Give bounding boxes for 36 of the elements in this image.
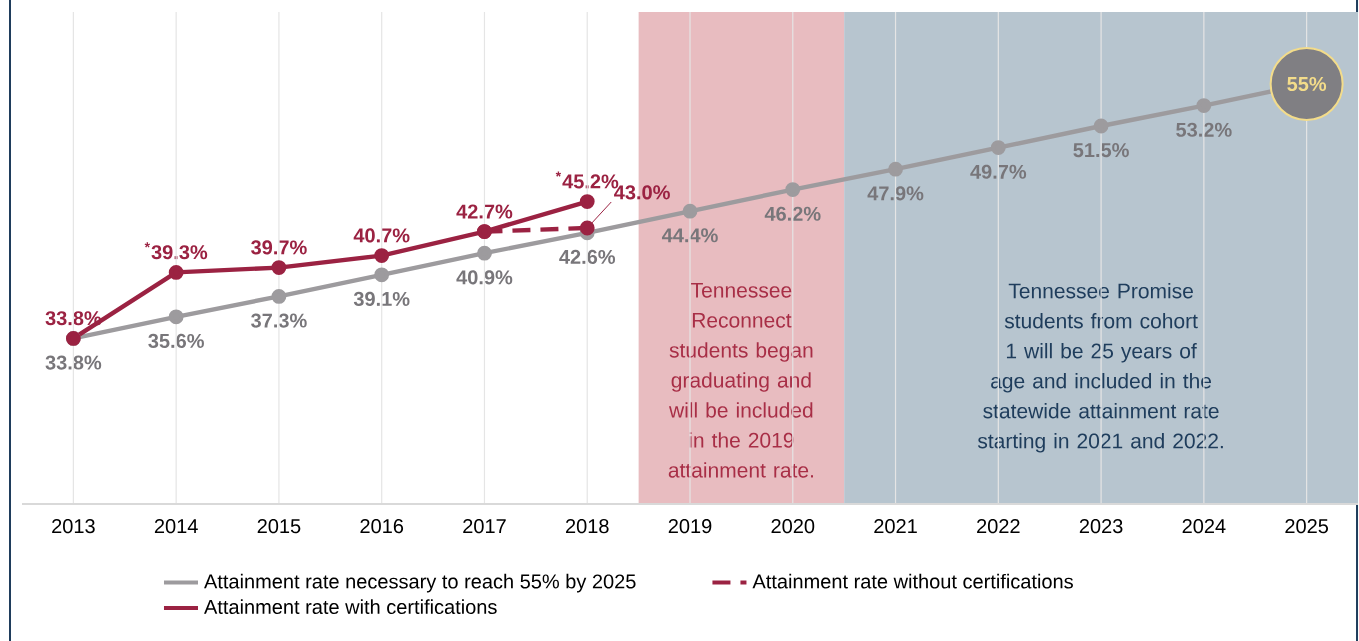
band-label: Tennessee Reconnect students began graduating and will be included in the 2019 attainment rate.	[668, 283, 813, 478]
x-tick-label: 2019	[668, 519, 712, 534]
x-tick-label: 2020	[771, 519, 815, 534]
data-label: 44.4%	[661, 228, 718, 243]
x-tick-label: 2013	[52, 519, 95, 534]
x-tick-label: 2018	[565, 519, 609, 534]
data-label: $^{*}$39.3%	[144, 242, 208, 260]
x-tick-label: 2014	[154, 519, 198, 534]
data-label: 40.9%	[456, 270, 513, 285]
legend-label: Attainment rate without certifications	[752, 573, 1073, 589]
x-tick-label: 2021	[874, 519, 917, 534]
data-label: 55%	[1287, 76, 1327, 92]
data-label: 51.5%	[1073, 143, 1129, 158]
data-label: 42.6%	[559, 249, 616, 265]
x-tick-label: 2015	[257, 519, 301, 534]
x-tick-label: 2024	[1182, 519, 1226, 534]
data-label: 39.7%	[251, 240, 307, 255]
data-label: 42.7%	[456, 204, 513, 219]
legend-label: Attainment rate with certifications	[204, 599, 497, 615]
legend-label: Attainment rate necessary to reach 55% by 2025	[204, 573, 636, 593]
data-label: 37.3%	[251, 313, 307, 328]
data-label: 49.7%	[970, 164, 1027, 179]
x-tick-label: 2025	[1285, 519, 1329, 534]
data-label: 33.8%	[45, 355, 102, 370]
data-label: 53.2%	[1176, 122, 1232, 137]
x-tick-label: 2023	[1079, 519, 1123, 534]
data-label: 46.2%	[764, 206, 821, 221]
data-label: 47.9%	[867, 186, 924, 201]
data-label: 39.1%	[353, 291, 410, 307]
x-tick-label: 2017	[463, 519, 506, 534]
data-label: 35.6%	[148, 333, 204, 349]
x-tick-label: 2016	[360, 519, 404, 534]
data-label: 33.8%	[45, 311, 102, 326]
x-tick-label: 2022	[977, 519, 1020, 534]
data-label: 40.7%	[353, 228, 410, 243]
band-label: Tennessee Promise students from cohort 1 will be 25 years of age and included in the statewide attainment rate starting in 2021 and 2022.	[977, 283, 1223, 453]
